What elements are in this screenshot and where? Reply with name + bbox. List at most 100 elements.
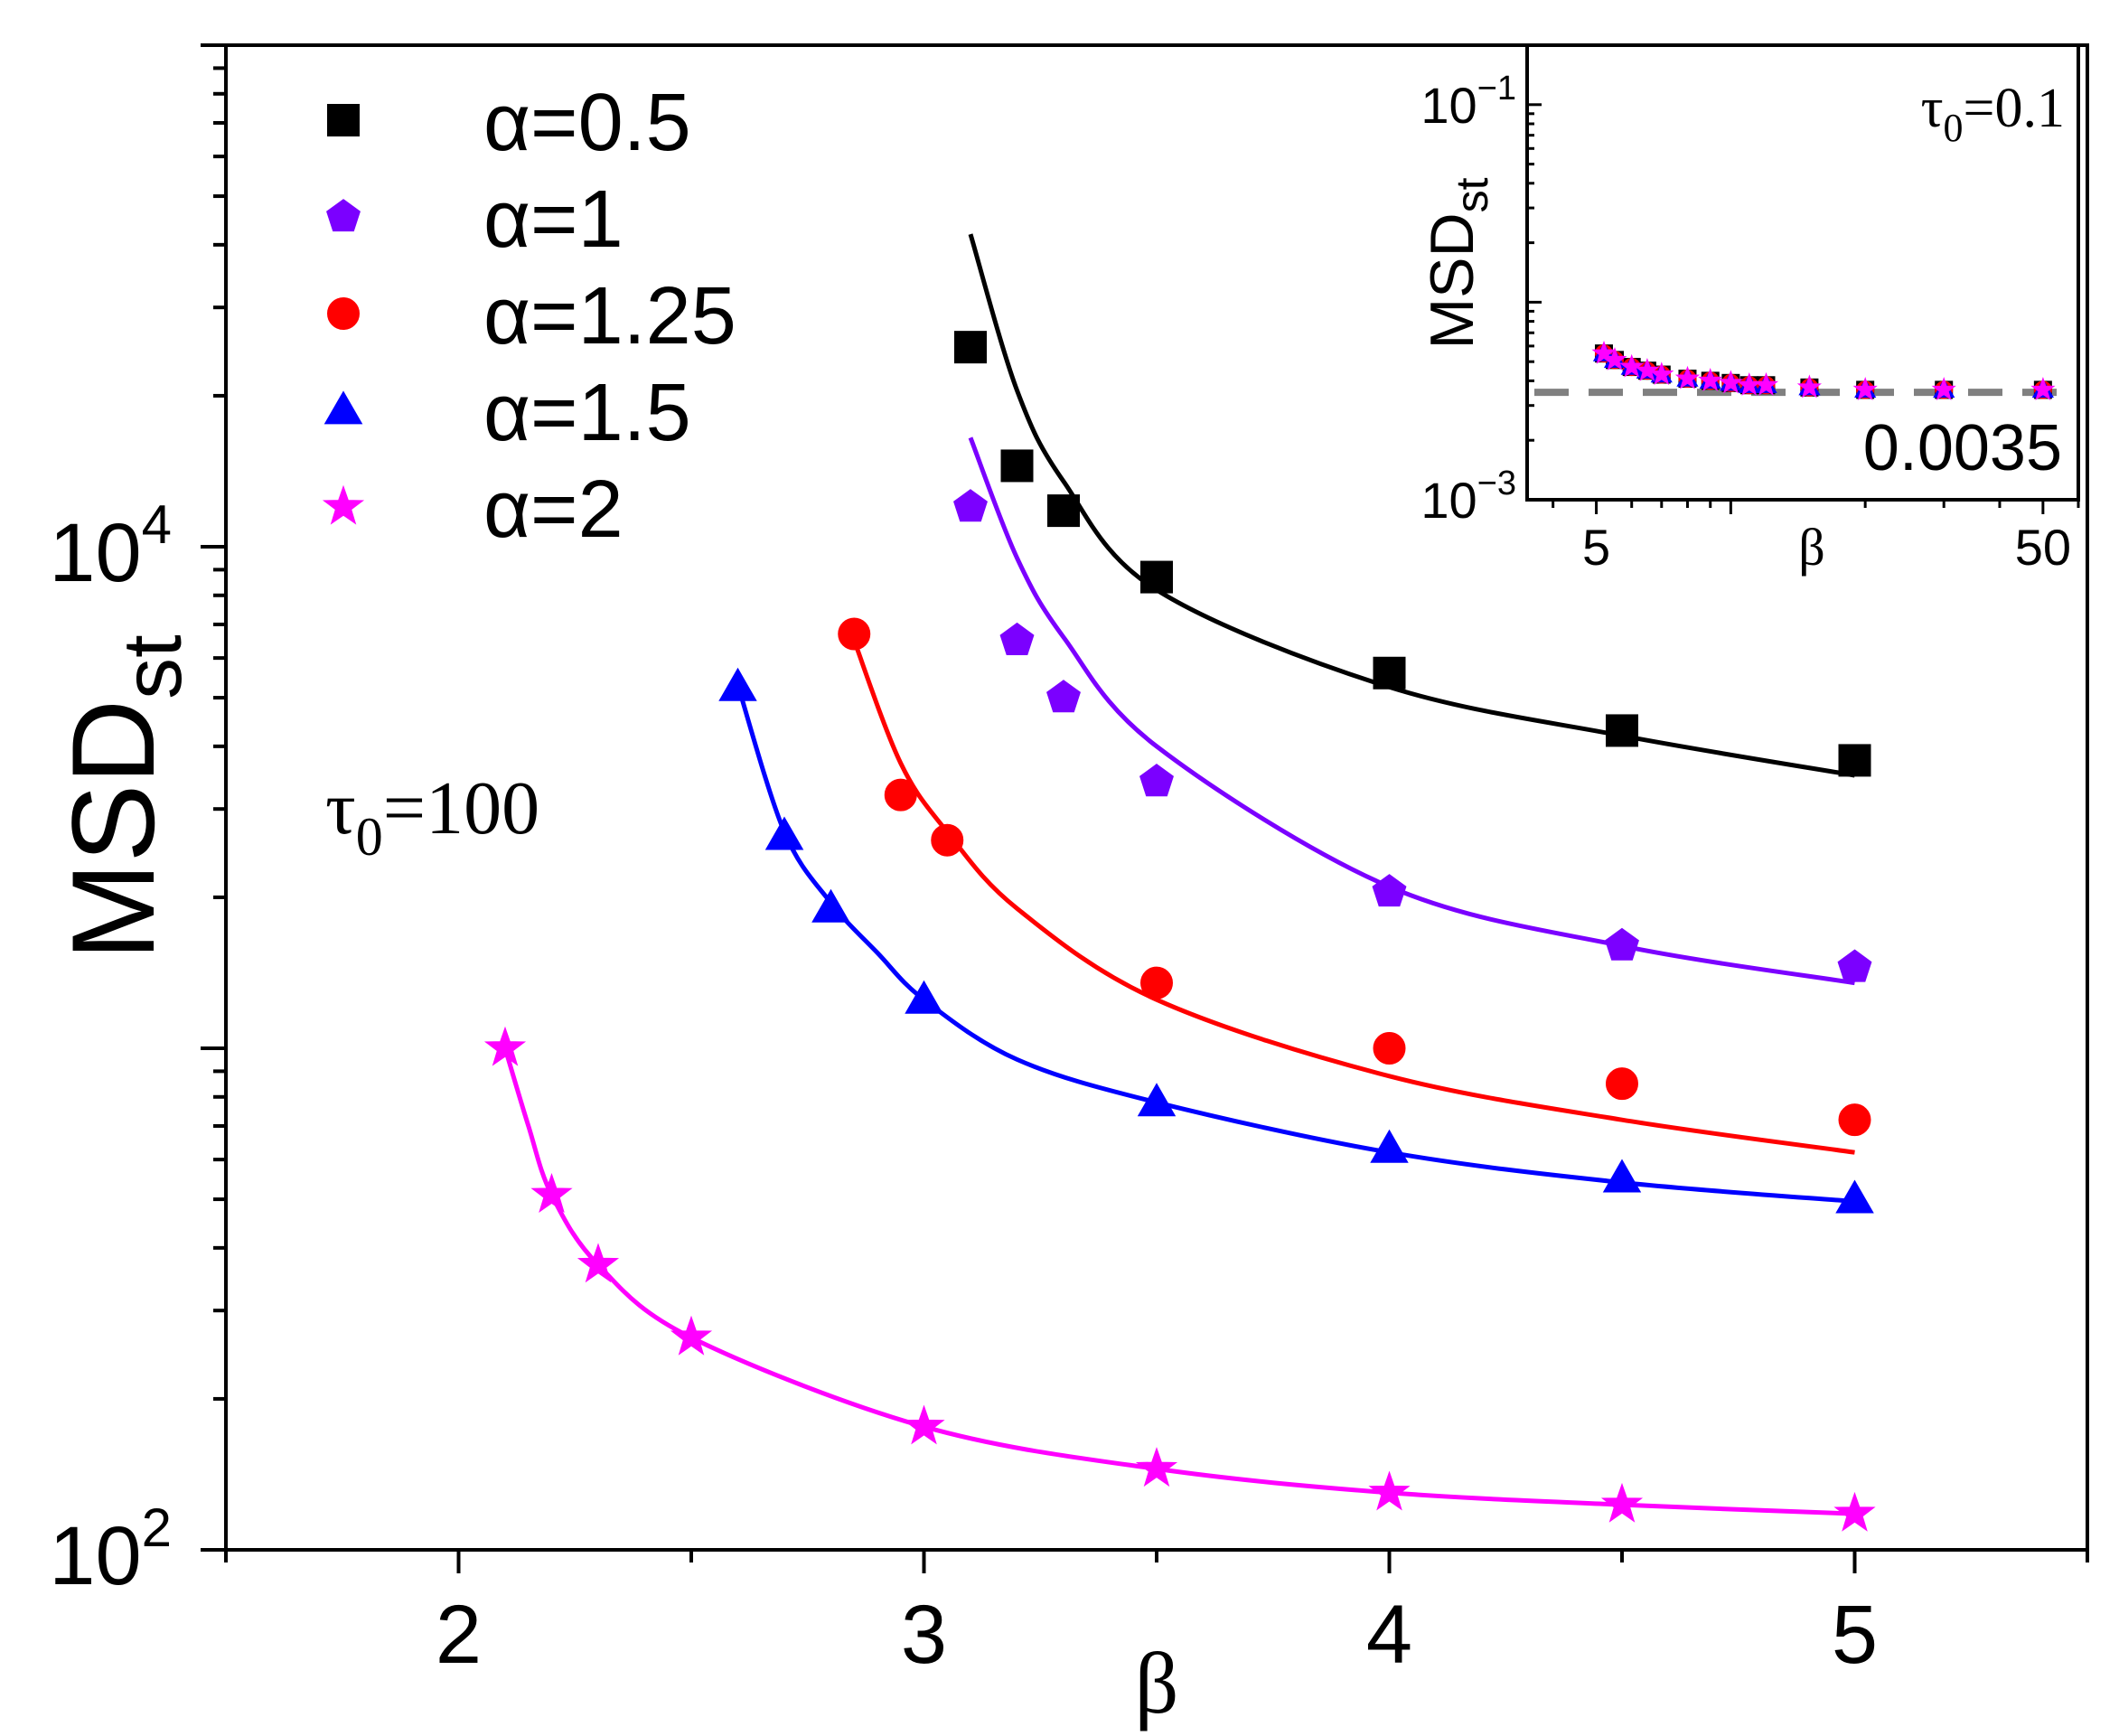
x-tick-label: 4 <box>1366 1589 1412 1681</box>
legend-marker <box>327 297 360 330</box>
data-point <box>1606 714 1638 747</box>
inset-data-point <box>1649 361 1674 386</box>
tau-value: =100 <box>383 766 539 850</box>
inset-tau-symbol: τ <box>1921 78 1944 139</box>
data-point <box>1837 949 1872 982</box>
inset-data-point <box>1796 374 1823 399</box>
data-point <box>931 823 964 857</box>
data-point <box>1047 494 1080 528</box>
tau-subscript: 0 <box>356 807 383 867</box>
legend-label: α=0.5 <box>483 78 691 168</box>
inset-data-point <box>1619 353 1645 378</box>
reference-value-label: 0.0035 <box>1863 412 2062 484</box>
inset-tau-annotation: τ0=0.1 <box>1921 78 2065 150</box>
data-point <box>530 1172 573 1213</box>
inset-y-axis-title-main: MSD <box>1418 212 1486 349</box>
data-point <box>1046 680 1081 713</box>
y-axis-title-main: MSD <box>47 699 179 961</box>
y-axis-title: MSDst <box>47 634 199 960</box>
data-point <box>1140 966 1173 999</box>
data-point <box>838 617 871 651</box>
x-axis-title: β <box>1135 1635 1179 1731</box>
y-tick-label: 104 <box>49 494 172 599</box>
x-tick-label: 3 <box>901 1589 947 1681</box>
inset-x-tick-label: 50 <box>2015 519 2071 576</box>
data-point <box>903 1404 945 1445</box>
inset-data-point <box>1931 376 1956 400</box>
legend-marker <box>322 484 365 525</box>
x-tick-label: 5 <box>1832 1589 1878 1681</box>
data-point <box>811 888 850 923</box>
inset-data-point <box>1674 365 1701 389</box>
data-point <box>1605 927 1639 961</box>
fit-curve <box>968 233 1855 778</box>
data-point <box>1368 1470 1411 1511</box>
y-tick-exponent: 2 <box>142 1497 172 1558</box>
data-point <box>954 331 987 364</box>
data-point <box>1373 656 1406 690</box>
inset-y-axis-title: MSDst <box>1418 177 1497 349</box>
legend-label: α=1.5 <box>483 368 691 458</box>
y-tick-base: 10 <box>49 507 141 599</box>
data-point <box>999 622 1035 655</box>
data-point <box>670 1315 713 1356</box>
inset-y-tick-base: 10 <box>1420 77 1477 134</box>
inset-data-point <box>1718 370 1744 394</box>
data-point <box>1602 1159 1642 1193</box>
inset-y-axis-title-sub: st <box>1447 177 1497 212</box>
inset-x-tick-label: 5 <box>1582 519 1610 576</box>
x-tick-label: 2 <box>436 1589 482 1681</box>
inset-tau-subscript: 0 <box>1944 106 1964 150</box>
data-point <box>1373 1032 1406 1065</box>
legend-label: α=1.25 <box>483 271 736 361</box>
data-point <box>905 980 943 1014</box>
legend-marker <box>323 390 363 425</box>
main-plot: 2 3 4 5102104βMSDstα=0.5α=1α=1.25α=1.5α=2τ0… <box>47 43 2089 1731</box>
inset-x-axis-title: β <box>1798 518 1825 577</box>
inset-y-tick-exponent: −3 <box>1477 464 1516 502</box>
inset-tau-value: =0.1 <box>1964 78 2065 139</box>
data-point <box>1838 1103 1871 1137</box>
data-point <box>1135 1447 1178 1487</box>
y-axis-title-sub: st <box>107 634 199 699</box>
data-point <box>1140 560 1173 594</box>
inset-data-point <box>1698 368 1723 391</box>
inset-y-tick-label: 10−1 <box>1420 70 1516 134</box>
data-point <box>1137 1083 1177 1117</box>
inset-data-point <box>1852 377 1878 400</box>
legend-marker <box>326 199 361 232</box>
data-point <box>577 1243 620 1283</box>
data-point <box>483 1026 527 1066</box>
data-point <box>1139 764 1174 797</box>
inset-y-tick-exponent: −1 <box>1477 70 1516 108</box>
inset-data-point <box>1753 371 1779 396</box>
data-point <box>884 778 917 812</box>
legend-label: α=1 <box>483 174 624 265</box>
fit-curve <box>502 1047 1855 1516</box>
data-point <box>1835 1179 1874 1214</box>
data-point <box>1833 1491 1876 1532</box>
fit-curve <box>736 684 1855 1204</box>
inset-data-point <box>1591 340 1617 364</box>
inset-y-tick-label: 10−3 <box>1420 464 1516 529</box>
tau-annotation: τ0=100 <box>325 766 539 867</box>
inset-y-tick-base: 10 <box>1420 472 1477 529</box>
data-point <box>953 489 988 522</box>
inset-data-point <box>2030 377 2056 400</box>
data-point <box>1600 1482 1644 1523</box>
data-point <box>718 667 757 701</box>
fit-curve <box>851 639 1855 1155</box>
y-tick-base: 10 <box>49 1510 141 1602</box>
fit-curve <box>968 436 1855 986</box>
data-point <box>1372 874 1407 907</box>
data-point <box>1370 1129 1409 1163</box>
tau-symbol: τ <box>325 766 356 850</box>
y-tick-label: 102 <box>49 1497 172 1602</box>
y-tick-exponent: 4 <box>142 494 172 555</box>
inset-data-point <box>1602 347 1627 371</box>
legend-marker <box>327 104 360 136</box>
inset-frame <box>1525 43 2080 502</box>
data-point <box>764 816 804 850</box>
